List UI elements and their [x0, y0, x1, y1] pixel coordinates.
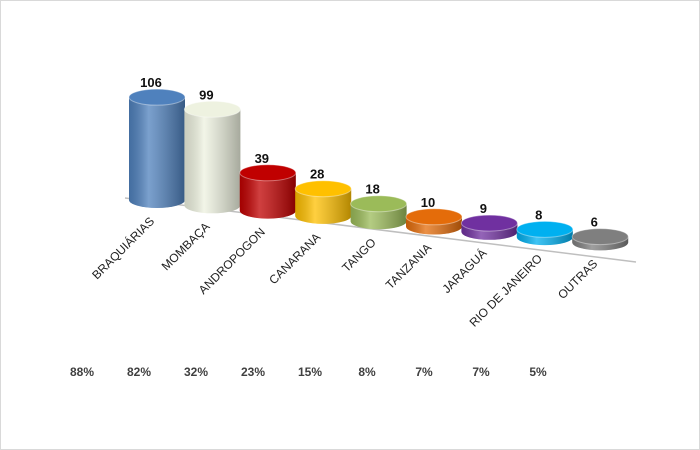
- bar-top: [128, 88, 186, 106]
- bar-shade: [184, 109, 241, 214]
- bar-top: [294, 180, 352, 198]
- bar-top: [571, 228, 629, 246]
- bar-shade: [295, 188, 352, 224]
- value-label: 28: [310, 167, 324, 182]
- percentage-label: 7%: [472, 365, 490, 379]
- bar-top: [460, 214, 518, 232]
- percentage-label: 32%: [184, 365, 208, 379]
- bar-top: [405, 208, 463, 226]
- percentage-label: 82%: [127, 365, 151, 379]
- bar-top: [239, 164, 297, 182]
- value-label: 106: [140, 75, 162, 90]
- percentage-label: 7%: [415, 365, 433, 379]
- value-label: 9: [480, 201, 487, 216]
- value-label: 99: [199, 87, 213, 102]
- value-label: 18: [365, 182, 379, 197]
- percentage-label: 23%: [241, 365, 265, 379]
- bar-top: [183, 100, 241, 118]
- value-label: 6: [591, 215, 598, 230]
- percentage-label: 88%: [70, 365, 94, 379]
- bar-top: [350, 195, 408, 213]
- value-label: 10: [421, 195, 435, 210]
- bar-top: [516, 220, 574, 238]
- value-label: 8: [535, 207, 542, 222]
- percentage-label: 5%: [529, 365, 547, 379]
- percentage-label: 15%: [298, 365, 322, 379]
- bar-shade: [239, 172, 296, 219]
- percentage-label: 8%: [358, 365, 376, 379]
- bar-shade: [129, 97, 185, 208]
- value-label: 39: [255, 151, 269, 166]
